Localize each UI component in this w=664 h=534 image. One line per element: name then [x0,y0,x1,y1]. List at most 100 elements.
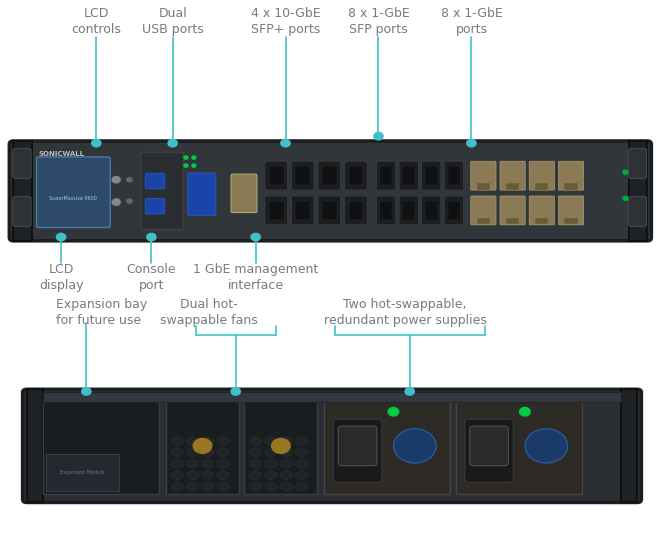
Polygon shape [265,436,277,446]
FancyBboxPatch shape [13,148,31,178]
Text: 4 x 10-GbE
SFP+ ports: 4 x 10-GbE SFP+ ports [251,6,320,36]
Circle shape [623,196,628,200]
Circle shape [231,388,240,395]
Circle shape [281,139,290,147]
FancyBboxPatch shape [231,174,257,213]
FancyBboxPatch shape [376,196,396,225]
Bar [244,398,317,494]
Text: Dual hot-
swappable fans: Dual hot- swappable fans [160,297,258,327]
FancyBboxPatch shape [558,196,584,225]
Polygon shape [217,447,229,457]
Bar [448,201,460,220]
Bar [322,166,337,185]
Polygon shape [217,470,229,480]
Circle shape [394,429,436,463]
Bar [27,389,43,502]
Bar [269,201,284,220]
FancyBboxPatch shape [628,197,647,226]
FancyBboxPatch shape [345,161,367,190]
FancyBboxPatch shape [23,389,641,502]
Polygon shape [265,482,277,491]
Circle shape [519,407,530,416]
Polygon shape [265,459,277,469]
FancyBboxPatch shape [291,161,314,190]
Bar [322,201,337,220]
Polygon shape [250,436,262,446]
FancyBboxPatch shape [145,199,165,214]
Circle shape [193,438,212,453]
FancyBboxPatch shape [529,196,554,225]
Bar [46,454,119,491]
Bar [295,166,310,185]
FancyBboxPatch shape [37,157,110,227]
FancyBboxPatch shape [188,173,216,215]
Text: Dual
USB ports: Dual USB ports [142,6,203,36]
Circle shape [184,156,188,159]
Bar [269,166,284,185]
FancyBboxPatch shape [339,426,377,466]
FancyBboxPatch shape [444,196,463,225]
FancyBboxPatch shape [399,161,418,190]
Circle shape [388,407,398,416]
Circle shape [192,164,196,167]
Polygon shape [265,470,277,480]
Bar [13,141,32,241]
FancyBboxPatch shape [500,161,525,190]
Circle shape [467,139,476,147]
Polygon shape [280,470,292,480]
Bar [506,218,519,224]
Polygon shape [250,482,262,491]
Polygon shape [250,470,262,480]
FancyBboxPatch shape [333,419,382,482]
Circle shape [168,139,177,147]
FancyBboxPatch shape [422,196,441,225]
Bar [477,183,490,190]
FancyBboxPatch shape [318,161,341,190]
Bar [43,398,159,494]
Text: Expansion Module: Expansion Module [60,470,105,475]
Text: SONICWALL: SONICWALL [39,151,84,157]
Circle shape [56,233,66,241]
Polygon shape [295,482,307,491]
Text: Expansion bay
for future use: Expansion bay for future use [56,297,147,327]
Polygon shape [171,482,183,491]
Circle shape [272,438,290,453]
Polygon shape [202,459,214,469]
FancyBboxPatch shape [141,152,183,230]
FancyBboxPatch shape [422,161,441,190]
Circle shape [251,233,260,241]
Circle shape [525,429,568,463]
Polygon shape [187,459,199,469]
FancyBboxPatch shape [444,161,463,190]
Polygon shape [217,459,229,469]
Text: 1 GbE management
interface: 1 GbE management interface [193,263,318,293]
Polygon shape [280,436,292,446]
Bar [324,398,450,494]
Polygon shape [202,447,214,457]
FancyBboxPatch shape [500,196,525,225]
Polygon shape [280,459,292,469]
Bar [349,201,363,220]
Polygon shape [295,470,307,480]
FancyBboxPatch shape [529,161,554,190]
FancyBboxPatch shape [265,161,288,190]
Polygon shape [202,436,214,446]
Circle shape [127,177,132,182]
Bar [425,201,438,220]
Circle shape [127,199,132,203]
Bar [621,389,637,502]
FancyBboxPatch shape [291,196,314,225]
Polygon shape [171,459,183,469]
Circle shape [92,139,101,147]
FancyBboxPatch shape [376,161,396,190]
Polygon shape [265,447,277,457]
Text: Console
port: Console port [127,263,176,293]
Polygon shape [250,459,262,469]
Text: LCD
display: LCD display [39,263,84,293]
FancyBboxPatch shape [13,197,31,226]
Polygon shape [187,470,199,480]
Bar [564,218,578,224]
FancyBboxPatch shape [558,161,584,190]
Polygon shape [187,482,199,491]
Bar [349,166,363,185]
